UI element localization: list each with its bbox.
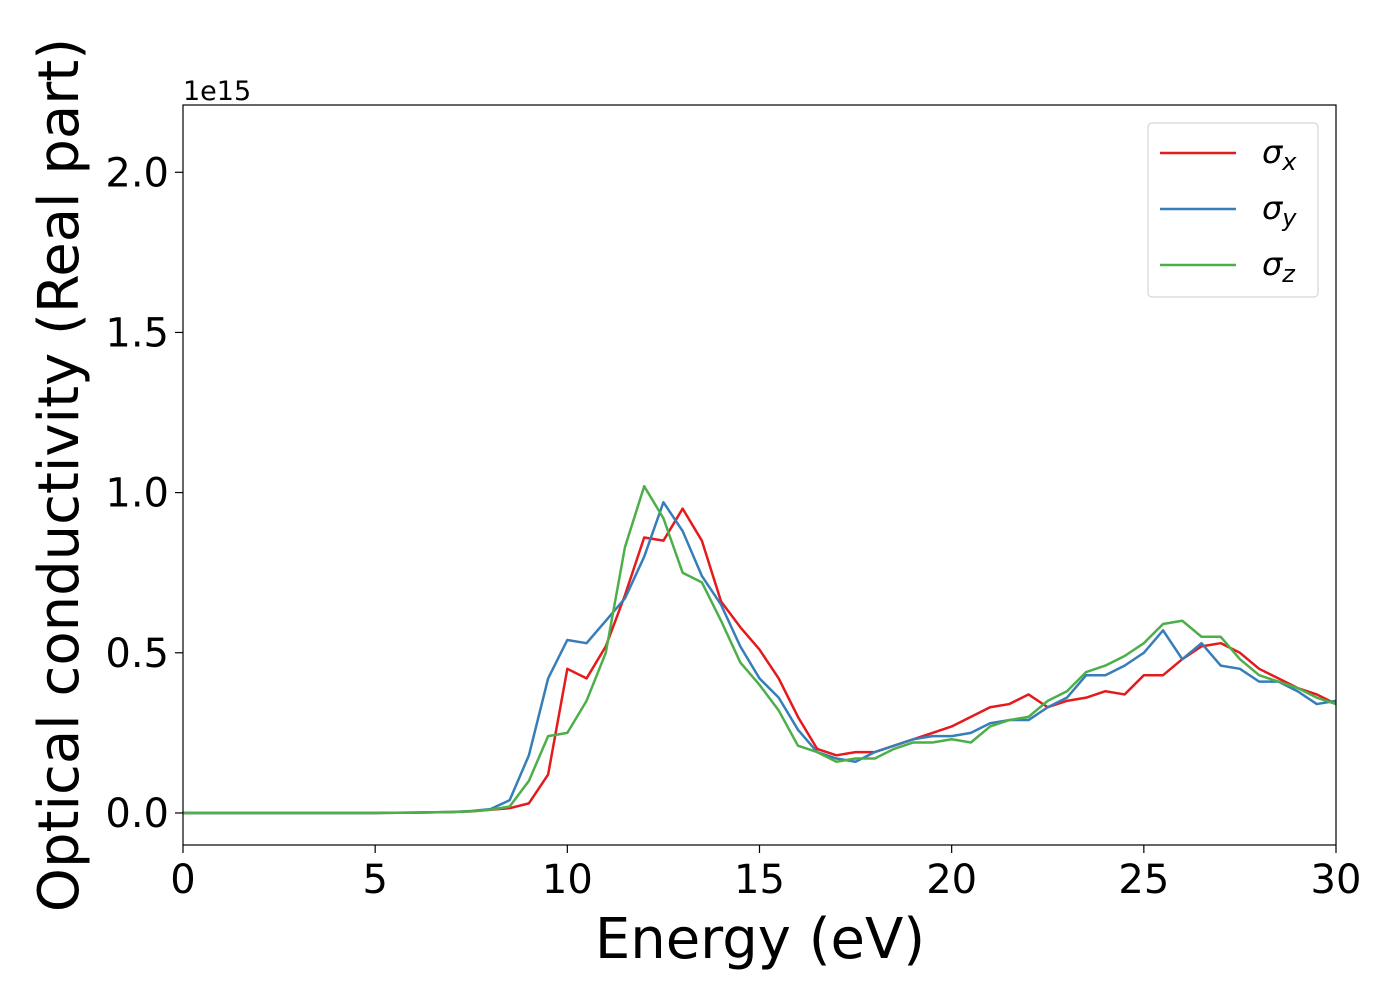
x-axis-label: Energy (eV)	[595, 907, 925, 972]
x-tick-label: 20	[926, 857, 977, 903]
y-axis-label: Optical conductivity (Real part)	[27, 38, 92, 912]
plot-frame	[182, 104, 1337, 846]
x-tick-label: 5	[362, 857, 387, 903]
y-tick-label: 1.5	[105, 310, 169, 356]
legend-label: σz	[1262, 245, 1296, 288]
series-line	[183, 484, 1336, 815]
y-offset-label: 1e15	[183, 76, 251, 107]
legend-label: σx	[1262, 133, 1297, 176]
series-line	[183, 507, 1336, 815]
x-tick-label: 15	[734, 857, 785, 903]
y-tick-label: 0.0	[105, 791, 169, 837]
legend-label: σy	[1262, 189, 1297, 232]
x-tick-label: 10	[542, 857, 593, 903]
y-tick-label: 2.0	[105, 150, 169, 196]
x-tick-label: 25	[1118, 857, 1169, 903]
x-tick-label: 30	[1311, 857, 1362, 903]
y-tick-label: 1.0	[105, 471, 169, 517]
y-tick-label: 0.5	[105, 631, 169, 677]
x-tick-label: 0	[170, 857, 195, 903]
series-line	[183, 500, 1336, 815]
